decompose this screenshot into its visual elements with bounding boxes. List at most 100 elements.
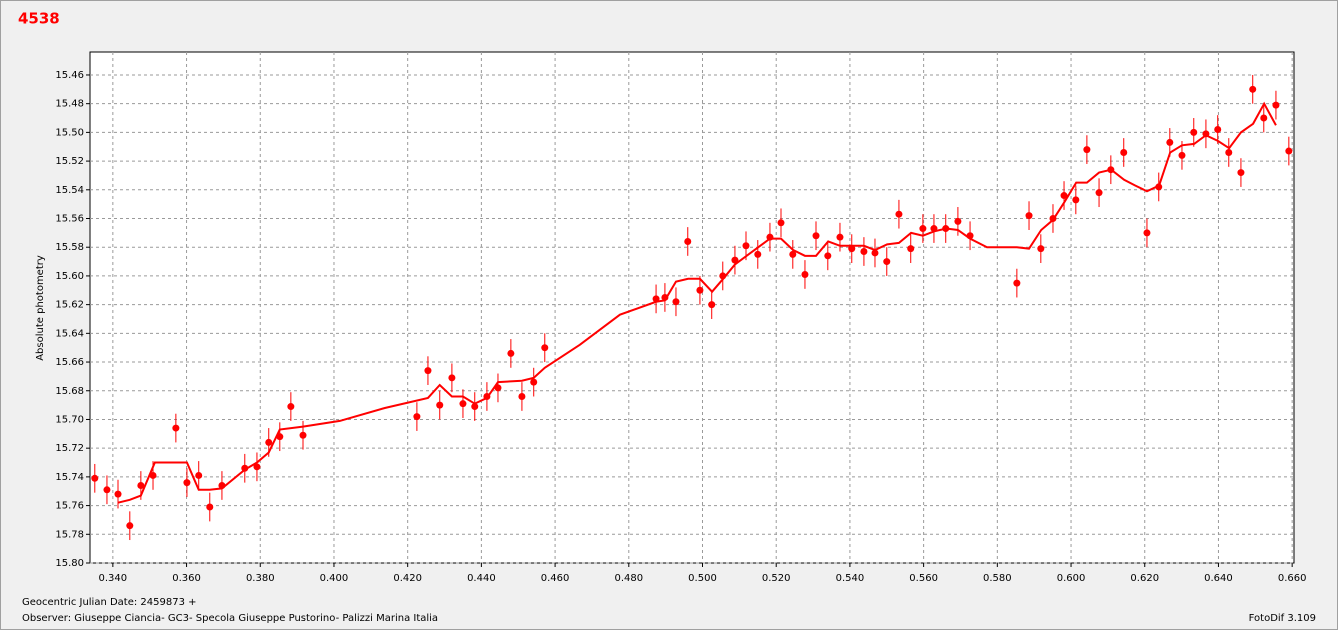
data-point	[1249, 85, 1257, 93]
x-tick-label: 0.340	[99, 573, 128, 584]
y-tick-label: 15.58	[55, 242, 84, 253]
data-point	[287, 403, 295, 411]
data-point	[1260, 114, 1268, 122]
data-point	[824, 252, 832, 260]
data-point	[413, 413, 421, 421]
x-tick-label: 0.600	[1057, 573, 1086, 584]
data-point	[1190, 128, 1198, 136]
y-tick-label: 15.70	[55, 414, 84, 425]
data-point	[126, 522, 134, 530]
x-tick-label: 0.620	[1130, 573, 1159, 584]
data-point	[1095, 189, 1103, 197]
data-point	[1072, 196, 1080, 204]
data-point	[777, 219, 785, 227]
plot-layer: 15.46 15.48 15.50 15.52 15.54 15.56 15.58 15.60…	[55, 52, 1306, 584]
data-point	[149, 471, 157, 479]
data-point	[1083, 146, 1091, 154]
data-point	[91, 474, 99, 482]
y-tick-label: 15.46	[55, 70, 84, 81]
y-tick-label: 15.72	[55, 443, 84, 454]
data-point	[206, 503, 214, 511]
y-tick-label: 15.74	[55, 472, 84, 483]
data-point	[507, 349, 515, 357]
data-point	[541, 344, 549, 352]
data-point	[836, 233, 844, 241]
y-tick-label: 15.76	[55, 501, 84, 512]
data-point	[530, 378, 538, 386]
chart-title: 4538	[18, 10, 60, 28]
data-point	[1272, 101, 1280, 109]
data-point	[907, 245, 915, 253]
data-point	[1025, 212, 1033, 220]
x-tick-label: 0.640	[1204, 573, 1233, 584]
x-tick-label: 0.440	[467, 573, 496, 584]
y-tick-label: 15.64	[55, 328, 84, 339]
x-tick-label: 0.500	[688, 573, 717, 584]
data-point	[1155, 183, 1163, 191]
x-axis-label: Geocentric Julian Date: 2459873 +	[22, 597, 197, 608]
data-point	[137, 481, 145, 489]
x-tick-label: 0.460	[541, 573, 570, 584]
x-tick-label: 0.360	[172, 573, 201, 584]
x-tick-label: 0.560	[909, 573, 938, 584]
data-point	[672, 298, 680, 306]
data-point	[848, 245, 856, 253]
data-point	[812, 232, 820, 240]
data-point	[471, 403, 479, 411]
plot-area	[89, 51, 1295, 564]
data-point	[1060, 192, 1068, 200]
y-tick-label: 15.56	[55, 214, 84, 225]
x-tick-label: 0.480	[614, 573, 643, 584]
data-point	[459, 400, 467, 408]
data-point	[424, 367, 432, 375]
data-point	[1178, 151, 1186, 159]
data-point	[1037, 245, 1045, 253]
data-point	[684, 237, 692, 245]
x-tick-label: 0.400	[320, 573, 349, 584]
software: FotoDif 3.109	[1249, 613, 1316, 624]
x-tick-label: 0.420	[393, 573, 422, 584]
data-point	[253, 463, 261, 471]
y-tick-label: 15.60	[55, 271, 84, 282]
data-point	[448, 374, 456, 382]
y-axis-label: Absolute photometry	[35, 255, 46, 361]
y-tick-label: 15.54	[55, 185, 84, 196]
observer: Observer: Giuseppe Ciancia- GC3- Specola…	[22, 613, 438, 624]
data-point	[1013, 279, 1021, 287]
y-tick-label: 15.62	[55, 300, 84, 311]
x-tick-label: 0.660	[1278, 573, 1307, 584]
y-tick-label: 15.50	[55, 127, 84, 138]
data-point	[103, 486, 111, 494]
data-point	[436, 401, 444, 409]
data-point	[183, 479, 191, 487]
data-point	[860, 248, 868, 256]
data-point	[801, 270, 809, 278]
data-point	[195, 471, 203, 479]
data-point	[754, 250, 762, 258]
data-point	[265, 438, 273, 446]
data-point	[1285, 147, 1293, 155]
data-point	[883, 258, 891, 266]
y-tick-label: 15.52	[55, 156, 84, 167]
x-tick-label: 0.580	[983, 573, 1012, 584]
x-tick-label: 0.520	[762, 573, 791, 584]
data-point	[1225, 148, 1233, 156]
data-point	[172, 424, 180, 432]
data-point	[731, 256, 739, 264]
data-point	[114, 490, 122, 498]
x-tick-label: 0.540	[836, 573, 865, 584]
data-point	[1166, 138, 1174, 146]
data-point	[895, 210, 903, 218]
y-tick-label: 15.48	[55, 99, 84, 110]
data-point	[954, 217, 962, 225]
trend-line	[117, 101, 1277, 504]
data-point	[789, 250, 797, 258]
x-tick-label: 0.380	[246, 573, 275, 584]
data-point	[919, 225, 927, 233]
data-point	[1214, 126, 1222, 134]
data-point	[1120, 148, 1128, 156]
y-tick-label: 15.78	[55, 529, 84, 540]
y-tick-label: 15.80	[55, 558, 84, 569]
data-point	[299, 431, 307, 439]
